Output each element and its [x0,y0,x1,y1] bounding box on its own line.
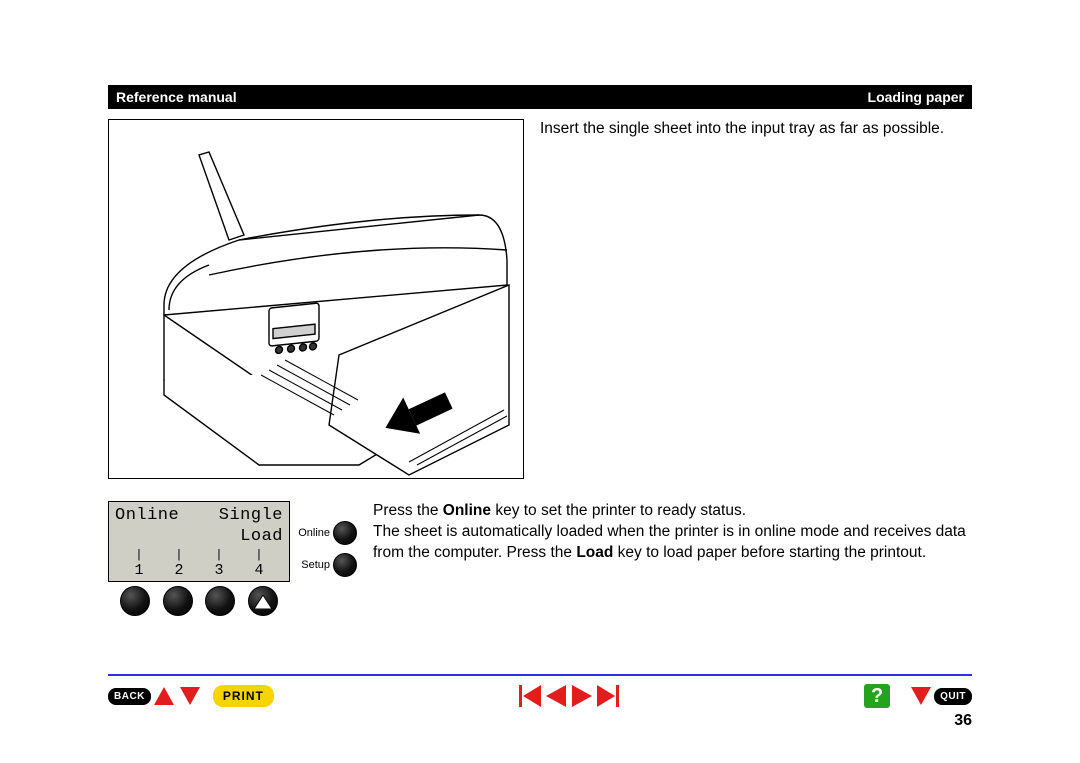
online-key[interactable] [333,521,357,545]
pointer-up-icon [254,595,272,609]
instruction-paragraph-1: Insert the single sheet into the input t… [540,119,944,479]
setup-key-label: Setup [296,559,330,571]
header-left: Reference manual [116,89,237,105]
scroll-up-button[interactable] [151,684,177,708]
first-page-button[interactable] [517,684,543,708]
para1-text: Insert the single sheet into the input t… [540,120,944,137]
soft-key-2[interactable] [163,586,193,616]
print-button[interactable]: PRINT [213,685,274,707]
p2-d: key to load paper before starting the pr… [613,544,926,561]
nav-bar: BACK PRINT ? [108,684,972,708]
page-number: 36 [108,712,972,730]
prev-page-button[interactable] [543,684,569,708]
setup-key[interactable] [333,553,357,577]
soft-key-3[interactable] [205,586,235,616]
soft-key-1[interactable] [120,586,150,616]
instruction-paragraph-2: Press the Online key to set the printer … [373,501,972,564]
help-button[interactable]: ? [864,684,890,708]
printer-illustration [108,119,524,479]
lcd-panel: Online Single Load |||| 1 2 3 4 [108,501,357,624]
back-button[interactable]: BACK [108,688,151,705]
scroll-down-button[interactable] [177,684,203,708]
lcd-line1-right: Single [219,506,283,525]
p2-b1: Online [443,502,491,519]
p2-a: Press the [373,502,443,519]
last-page-button[interactable] [595,684,621,708]
divider-line [108,674,972,676]
lcd-num-2: 2 [174,562,183,579]
header-bar: Reference manual Loading paper [108,85,972,109]
next-page-button[interactable] [569,684,595,708]
lcd-line2: Load [240,527,283,546]
lcd-numbers: 1 2 3 4 [109,562,289,581]
lcd-num-4: 4 [254,562,263,579]
soft-key-4[interactable] [248,586,278,616]
quit-button[interactable]: QUIT [934,688,972,705]
lcd-line1-left: Online [115,506,179,525]
p2-b2: Load [576,544,613,561]
online-key-label: Online [296,527,330,539]
lcd-num-1: 1 [134,562,143,579]
quit-triangle-button[interactable] [908,684,934,708]
lcd-num-3: 3 [214,562,223,579]
header-right: Loading paper [868,89,964,105]
